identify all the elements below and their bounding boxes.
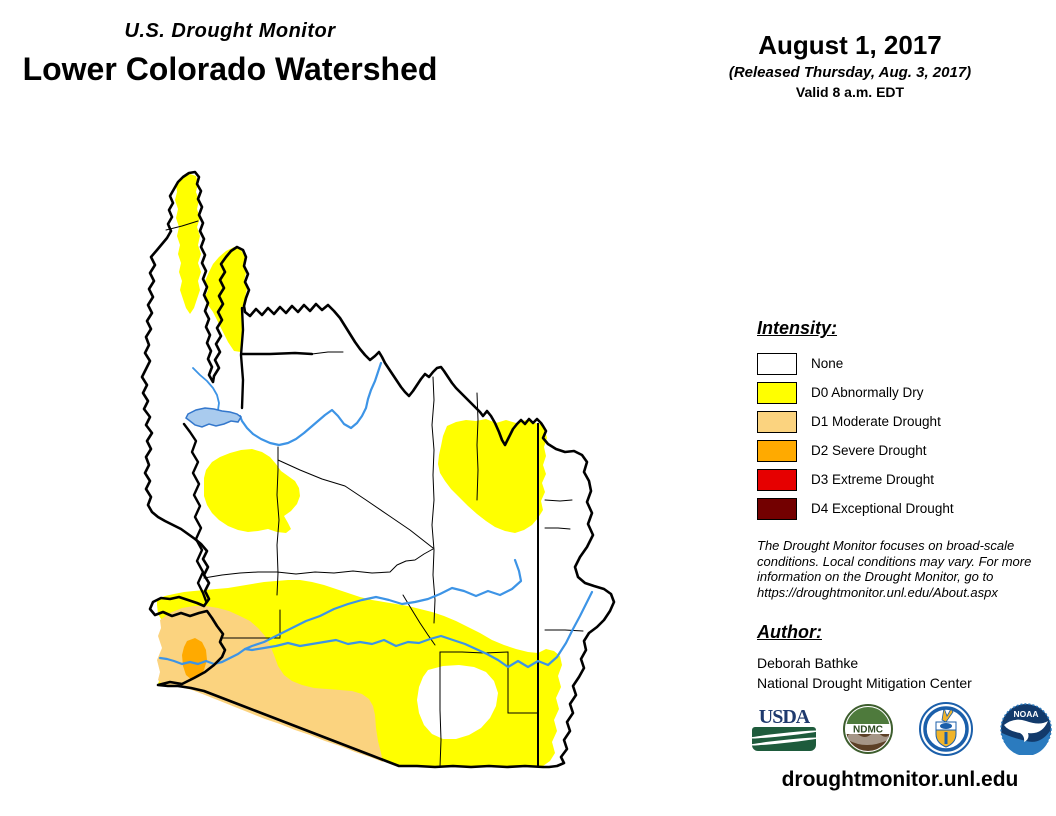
logo-row: USDA NDMC NOAA	[752, 700, 1052, 758]
d0-east-central-patch	[438, 419, 547, 533]
date-block: August 1, 2017 (Released Thursday, Aug. …	[698, 30, 1002, 100]
legend-item-d3: D3 Extreme Drought	[757, 465, 1037, 494]
virgin-river	[192, 367, 220, 411]
legend-item-d0: D0 Abnormally Dry	[757, 378, 1037, 407]
doc-seal	[919, 702, 974, 756]
svg-text:NDMC: NDMC	[853, 725, 883, 736]
legend-label: D0 Abnormally Dry	[811, 385, 924, 400]
d1-southwest-wedge	[157, 606, 383, 762]
none-notch-pima	[417, 665, 498, 739]
colorado-river	[238, 361, 383, 447]
swatch-d0	[757, 381, 797, 404]
salt-river	[243, 558, 523, 651]
subbasin-boundaries	[182, 306, 314, 603]
author-heading: Author:	[757, 622, 822, 642]
supertitle: U.S. Drought Monitor	[124, 20, 336, 42]
legend-label: D4 Exceptional Drought	[811, 501, 954, 516]
page-title: Lower Colorado Watershed	[22, 51, 438, 87]
usda-logo-text: USDA	[758, 706, 810, 728]
site-url: droughtmonitor.unl.edu	[781, 768, 1019, 791]
author-org: National Drought Mitigation Center	[757, 675, 972, 691]
author-block: Author: Deborah Bathke National Drought …	[757, 622, 1045, 691]
legend-label: D3 Extreme Drought	[811, 472, 935, 487]
legend-item-d4: D4 Exceptional Drought	[757, 494, 1037, 523]
legend-item-none: None	[757, 349, 1037, 378]
svg-text:NOAA: NOAA	[1013, 709, 1038, 719]
noaa-logo: NOAA	[1000, 703, 1052, 755]
swatch-none	[757, 352, 797, 375]
watershed-boundary	[140, 170, 616, 769]
swatch-d2	[757, 439, 797, 462]
title-block: U.S. Drought Monitor Lower Colorado Wate…	[10, 20, 450, 88]
legend: Intensity: None D0 Abnormally Dry D1 Mod…	[757, 318, 1037, 523]
usda-logo: USDA	[752, 707, 816, 751]
swatch-d3	[757, 468, 797, 491]
legend-label: D2 Severe Drought	[811, 443, 927, 458]
map-date: August 1, 2017	[758, 30, 942, 60]
d2-yuma-spot	[182, 638, 207, 680]
lake	[185, 407, 242, 428]
d0-arizona-strip-blob	[204, 247, 247, 352]
legend-label: D1 Moderate Drought	[811, 414, 941, 429]
legend-label: None	[811, 356, 844, 371]
swatch-d4	[757, 497, 797, 520]
legend-item-d2: D2 Severe Drought	[757, 436, 1037, 465]
usda-logo-field	[752, 727, 816, 751]
ndmc-logo: NDMC	[842, 704, 893, 754]
valid-time: Valid 8 a.m. EDT	[795, 84, 905, 100]
disclaimer-text: The Drought Monitor focuses on broad-sca…	[757, 538, 1032, 600]
d0-west-central-blob	[204, 449, 300, 533]
swatch-d1	[757, 410, 797, 433]
released-date: (Released Thursday, Aug. 3, 2017)	[728, 64, 972, 81]
d0-virgin-river-arm	[175, 174, 201, 314]
legend-heading: Intensity:	[757, 318, 838, 338]
legend-item-d1: D1 Moderate Drought	[757, 407, 1037, 436]
author-name: Deborah Bathke	[757, 655, 859, 671]
